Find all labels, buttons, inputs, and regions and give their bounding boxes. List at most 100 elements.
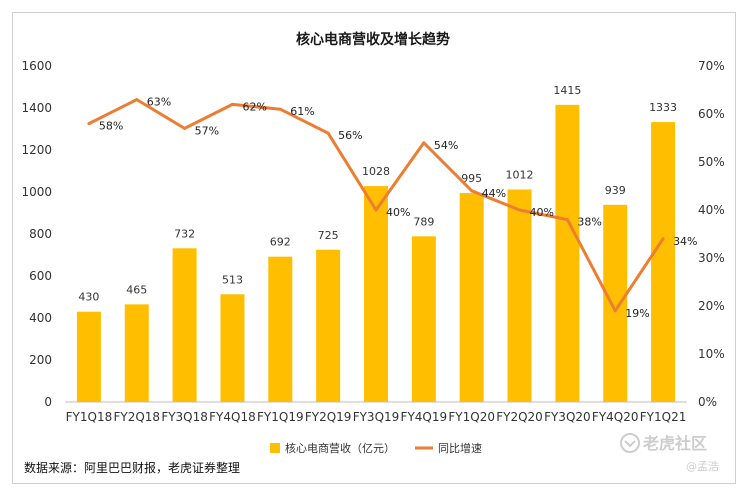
line-point bbox=[230, 102, 234, 106]
right-axis-tick: 50% bbox=[698, 155, 725, 169]
line-value-label: 61% bbox=[290, 105, 314, 118]
left-axis-tick: 200 bbox=[29, 353, 52, 367]
x-tick-label: FY2Q19 bbox=[305, 410, 352, 424]
line-point bbox=[470, 189, 474, 193]
left-axis: 0 200 400 600 800 1000 1200 1400 1600 bbox=[21, 59, 52, 409]
right-axis: 0% 10% 20% 30% 40% 50% 60% 70% bbox=[698, 59, 725, 409]
bar-value-label: 725 bbox=[318, 229, 339, 242]
bar-value-label: 513 bbox=[222, 273, 243, 286]
line-value-label: 58% bbox=[99, 120, 123, 133]
right-axis-tick: 70% bbox=[698, 59, 725, 73]
x-tick-label: FY4Q19 bbox=[401, 410, 448, 424]
left-axis-tick: 600 bbox=[29, 269, 52, 283]
left-axis-tick: 400 bbox=[29, 311, 52, 325]
line-value-label: 19% bbox=[625, 307, 649, 320]
bar-value-label: 1333 bbox=[649, 101, 677, 114]
bar-value-label: 1415 bbox=[553, 84, 581, 97]
line-point bbox=[422, 141, 426, 145]
right-axis-tick: 40% bbox=[698, 203, 725, 217]
right-axis-tick: 0% bbox=[698, 395, 717, 409]
bar-value-label: 1028 bbox=[362, 165, 390, 178]
x-tick-label: FY3Q18 bbox=[161, 410, 208, 424]
line-value-label: 44% bbox=[482, 187, 506, 200]
bar bbox=[124, 304, 149, 402]
bar-value-label: 465 bbox=[126, 283, 147, 296]
line-value-label: 56% bbox=[338, 129, 362, 142]
bar bbox=[76, 311, 101, 402]
x-tick-label: FY1Q20 bbox=[448, 410, 495, 424]
bar bbox=[651, 122, 676, 402]
right-axis-tick: 10% bbox=[698, 347, 725, 361]
bar-value-label: 692 bbox=[270, 236, 291, 249]
bar-value-label: 1012 bbox=[506, 168, 534, 181]
chart-title: 核心电商营收及增长趋势 bbox=[296, 31, 450, 48]
line-point bbox=[518, 208, 522, 212]
line-value-label: 40% bbox=[530, 206, 554, 219]
bar-value-label: 732 bbox=[174, 227, 195, 240]
line-value-label: 57% bbox=[195, 124, 219, 137]
line-point bbox=[613, 309, 617, 313]
line-value-label: 63% bbox=[147, 96, 171, 109]
bar-series bbox=[76, 104, 676, 402]
bar bbox=[507, 189, 532, 402]
right-axis-tick: 20% bbox=[698, 299, 725, 313]
legend-line-label: 同比增速 bbox=[438, 441, 482, 455]
bar bbox=[411, 236, 436, 402]
bar bbox=[364, 186, 388, 402]
x-tick-label: FY2Q18 bbox=[113, 410, 160, 424]
bar-value-label: 939 bbox=[605, 184, 626, 197]
x-tick-label: FY4Q20 bbox=[592, 410, 639, 424]
right-axis-tick: 30% bbox=[698, 251, 725, 265]
left-axis-tick: 0 bbox=[44, 395, 52, 409]
line-point bbox=[374, 208, 378, 212]
line-point bbox=[278, 107, 282, 111]
bar bbox=[603, 204, 628, 402]
line-value-label: 34% bbox=[673, 235, 697, 248]
left-axis-tick: 1400 bbox=[21, 101, 52, 115]
left-axis-tick: 1000 bbox=[21, 185, 52, 199]
bar-value-label: 430 bbox=[78, 291, 99, 304]
tiger-logo-icon bbox=[620, 433, 640, 453]
right-axis-tick: 60% bbox=[698, 107, 725, 121]
bar bbox=[316, 249, 341, 402]
left-axis-tick: 800 bbox=[29, 227, 52, 241]
x-tick-label: FY1Q18 bbox=[66, 410, 113, 424]
line-value-label: 38% bbox=[577, 216, 601, 229]
bar bbox=[172, 248, 197, 402]
watermark: 老虎社区 @孟浩 bbox=[620, 433, 719, 473]
bar bbox=[459, 193, 484, 402]
line-point bbox=[135, 98, 139, 102]
x-axis-ticks: FY1Q18 FY2Q18 FY3Q18 FY4Q18 FY1Q19 FY2Q19 FY3Q… bbox=[66, 410, 687, 424]
x-tick-label: FY3Q20 bbox=[544, 410, 591, 424]
line-value-label: 40% bbox=[386, 206, 410, 219]
line-point bbox=[326, 131, 330, 135]
line-value-label: 62% bbox=[242, 100, 266, 113]
watermark-author: @孟浩 bbox=[686, 460, 719, 473]
line-series bbox=[87, 98, 665, 313]
x-tick-label: FY1Q19 bbox=[257, 410, 304, 424]
line-labels: 58% 63% 57% 62% 61% 56% 40% 54% 44% 40% 38% 19% 34% bbox=[99, 96, 698, 320]
bar bbox=[555, 104, 580, 402]
source-note: 数据来源：阿里巴巴财报，老虎证券整理 bbox=[24, 460, 240, 475]
bar-value-label: 789 bbox=[413, 215, 434, 228]
line-point bbox=[565, 218, 569, 222]
line-point bbox=[183, 126, 187, 130]
x-tick-label: FY1Q21 bbox=[640, 410, 687, 424]
legend-bar-label: 核心电商营收（亿元） bbox=[285, 441, 395, 455]
x-tick-label: FY3Q19 bbox=[353, 410, 400, 424]
bar-value-label: 995 bbox=[461, 172, 482, 185]
left-axis-tick: 1200 bbox=[21, 143, 52, 157]
legend: 核心电商营收（亿元） 同比增速 bbox=[270, 441, 482, 455]
line-point bbox=[87, 122, 91, 126]
x-tick-label: FY2Q20 bbox=[496, 410, 543, 424]
line-value-label: 54% bbox=[434, 139, 458, 152]
legend-bar-swatch bbox=[270, 443, 280, 453]
bar bbox=[220, 294, 245, 402]
bar-labels: 430 465 732 513 692 725 1028 789 995 1012 1415 939 1… bbox=[78, 84, 677, 304]
left-axis-tick: 1600 bbox=[21, 59, 52, 73]
x-tick-label: FY4Q18 bbox=[209, 410, 256, 424]
watermark-brand: 老虎社区 bbox=[642, 434, 707, 453]
line-point bbox=[661, 237, 665, 241]
bar bbox=[268, 256, 293, 402]
